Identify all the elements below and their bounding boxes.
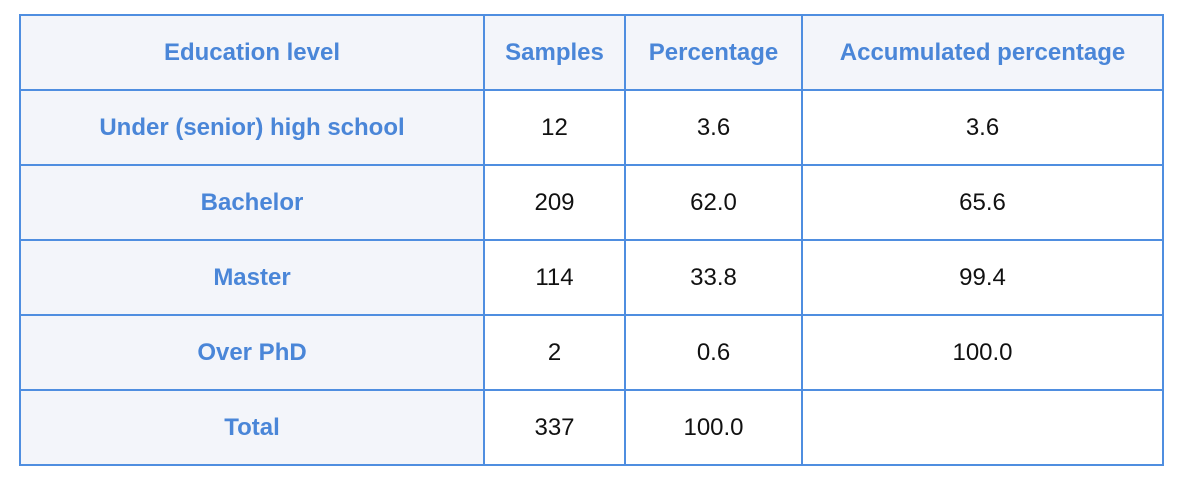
accumulated-percentage-cell: 65.6 xyxy=(801,164,1164,241)
percentage-cell: 100.0 xyxy=(624,389,803,466)
table-row-total: Total 337 100.0 xyxy=(19,389,1164,466)
row-label: Bachelor xyxy=(19,164,485,241)
header-accumulated-percentage: Accumulated percentage xyxy=(801,14,1164,91)
samples-cell: 209 xyxy=(483,164,626,241)
education-level-table: Education level Samples Percentage Accum… xyxy=(19,14,1164,466)
table-header-row: Education level Samples Percentage Accum… xyxy=(19,14,1164,91)
percentage-cell: 0.6 xyxy=(624,314,803,391)
accumulated-percentage-cell: 3.6 xyxy=(801,89,1164,166)
row-label: Over PhD xyxy=(19,314,485,391)
accumulated-percentage-cell xyxy=(801,389,1164,466)
samples-cell: 12 xyxy=(483,89,626,166)
table-row: Master 114 33.8 99.4 xyxy=(19,239,1164,316)
table-row: Under (senior) high school 12 3.6 3.6 xyxy=(19,89,1164,166)
samples-cell: 114 xyxy=(483,239,626,316)
table-row: Bachelor 209 62.0 65.6 xyxy=(19,164,1164,241)
accumulated-percentage-cell: 99.4 xyxy=(801,239,1164,316)
header-samples: Samples xyxy=(483,14,626,91)
table-row: Over PhD 2 0.6 100.0 xyxy=(19,314,1164,391)
accumulated-percentage-cell: 100.0 xyxy=(801,314,1164,391)
row-label: Under (senior) high school xyxy=(19,89,485,166)
row-label: Master xyxy=(19,239,485,316)
header-percentage: Percentage xyxy=(624,14,803,91)
samples-cell: 2 xyxy=(483,314,626,391)
samples-cell: 337 xyxy=(483,389,626,466)
percentage-cell: 62.0 xyxy=(624,164,803,241)
percentage-cell: 3.6 xyxy=(624,89,803,166)
header-education-level: Education level xyxy=(19,14,485,91)
percentage-cell: 33.8 xyxy=(624,239,803,316)
row-label: Total xyxy=(19,389,485,466)
